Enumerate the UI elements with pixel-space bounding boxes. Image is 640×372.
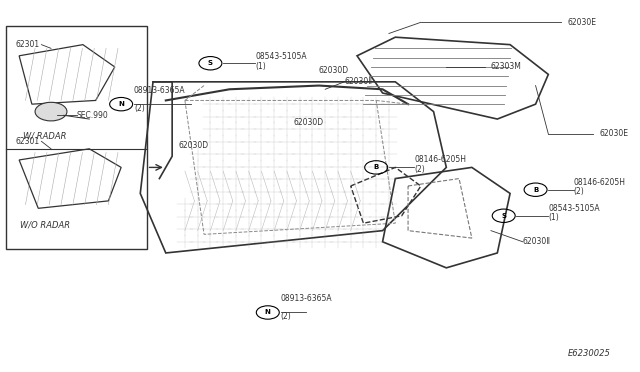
Text: 62030Ⅱ: 62030Ⅱ (344, 77, 372, 86)
Text: E6230025: E6230025 (568, 349, 611, 358)
Text: 08146-6205H: 08146-6205H (574, 178, 626, 187)
Text: N: N (265, 310, 271, 315)
Text: SEC.990: SEC.990 (77, 111, 108, 120)
Text: B: B (374, 164, 379, 170)
Text: (1): (1) (255, 62, 266, 71)
Text: (2): (2) (280, 312, 291, 321)
Text: 08913-6365A: 08913-6365A (280, 294, 332, 303)
Text: (2): (2) (574, 187, 584, 196)
Text: 62030Ⅱ: 62030Ⅱ (523, 237, 551, 246)
Circle shape (35, 102, 67, 121)
Text: 62303M: 62303M (491, 62, 522, 71)
Text: 08913-6365A: 08913-6365A (134, 86, 186, 95)
Text: 62030E: 62030E (599, 129, 628, 138)
Text: 62301: 62301 (16, 40, 40, 49)
Text: 08146-6205H: 08146-6205H (415, 155, 467, 164)
Text: 62030D: 62030D (179, 141, 209, 150)
Text: W/ RADAR: W/ RADAR (23, 131, 67, 140)
Text: 62030D: 62030D (319, 66, 349, 75)
Text: (2): (2) (134, 104, 145, 113)
Text: 62301: 62301 (16, 137, 40, 146)
Text: N: N (118, 101, 124, 107)
Text: 08543-5105A: 08543-5105A (255, 52, 307, 61)
Text: 62030D: 62030D (293, 118, 323, 127)
Text: (1): (1) (548, 214, 559, 222)
Text: S: S (208, 60, 213, 66)
Text: S: S (501, 213, 506, 219)
Text: W/O RADAR: W/O RADAR (20, 221, 70, 230)
Text: B: B (533, 187, 538, 193)
Text: 62030E: 62030E (568, 18, 596, 27)
Text: (2): (2) (415, 165, 425, 174)
Text: 08543-5105A: 08543-5105A (548, 204, 600, 213)
